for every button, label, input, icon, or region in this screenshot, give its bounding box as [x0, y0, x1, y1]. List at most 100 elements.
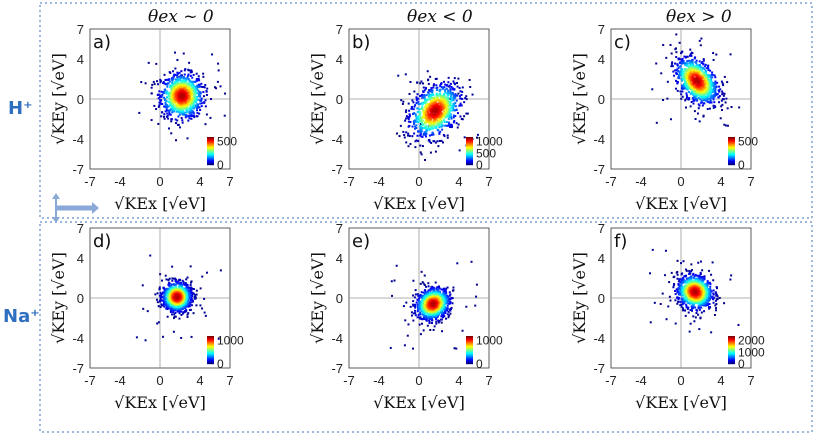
y-tick-label: 0 — [77, 92, 84, 107]
x-tick-label: 0 — [156, 174, 163, 189]
data-point — [159, 294, 162, 297]
colorbar-step — [207, 349, 214, 351]
data-point — [676, 63, 679, 66]
data-point — [183, 104, 186, 107]
data-point — [710, 273, 713, 276]
data-point — [449, 89, 452, 92]
data-point — [417, 117, 420, 120]
data-point — [206, 271, 209, 274]
data-point — [171, 279, 174, 282]
data-point — [429, 98, 432, 101]
data-point — [170, 104, 173, 107]
data-point — [160, 99, 163, 102]
data-point — [442, 80, 445, 83]
data-point — [172, 93, 175, 96]
data-point — [420, 270, 423, 273]
data-point — [204, 314, 207, 317]
data-point — [440, 310, 443, 313]
colorbar-step — [207, 137, 214, 139]
data-point — [395, 132, 398, 135]
data-point — [715, 307, 718, 310]
data-point — [195, 293, 198, 296]
data-point — [668, 281, 671, 284]
data-point — [161, 292, 164, 295]
colorbar-step — [728, 150, 735, 152]
data-point — [444, 91, 447, 94]
data-point — [419, 282, 422, 285]
data-point — [699, 95, 702, 98]
data-point — [705, 67, 708, 70]
data-point — [178, 104, 181, 107]
data-point — [445, 287, 448, 290]
data-point — [447, 124, 450, 127]
data-point — [707, 91, 710, 94]
data-point — [445, 124, 448, 127]
data-point — [161, 296, 164, 299]
data-point — [180, 99, 183, 102]
data-point — [433, 126, 436, 129]
data-point — [156, 301, 159, 304]
data-point — [439, 118, 442, 121]
colorbar-step — [728, 151, 735, 153]
data-point — [723, 92, 726, 95]
data-point — [405, 115, 408, 118]
data-point — [408, 124, 411, 127]
data-point — [682, 309, 685, 312]
data-point — [197, 75, 200, 78]
data-point — [438, 312, 441, 315]
data-point — [437, 145, 440, 148]
data-point — [428, 104, 431, 107]
data-point — [200, 82, 203, 85]
data-point — [421, 135, 424, 138]
data-point — [701, 96, 704, 99]
data-point — [170, 88, 173, 91]
data-point — [424, 109, 427, 112]
colorbar-step — [466, 338, 473, 340]
data-point — [430, 94, 433, 97]
data-point — [669, 43, 672, 46]
data-point — [179, 279, 182, 282]
data-point — [201, 275, 204, 278]
data-point — [192, 107, 195, 110]
data-point — [434, 293, 437, 296]
data-point — [429, 289, 432, 292]
data-point — [713, 95, 716, 98]
data-point — [702, 114, 705, 117]
data-point — [710, 76, 713, 79]
data-point — [717, 89, 720, 92]
data-point — [209, 98, 212, 101]
data-point — [187, 83, 190, 86]
data-point — [456, 126, 459, 129]
data-point — [445, 100, 448, 103]
data-point — [679, 65, 682, 68]
data-point — [710, 73, 713, 76]
data-point — [448, 113, 451, 116]
colorbar-step — [207, 140, 214, 142]
data-point — [424, 302, 427, 305]
data-point — [172, 294, 175, 297]
data-point — [439, 308, 442, 311]
data-point — [199, 109, 202, 112]
data-point — [150, 92, 153, 95]
data-point — [686, 96, 689, 99]
colorbar-step — [207, 346, 214, 348]
data-point — [190, 296, 193, 299]
data-point — [429, 287, 432, 290]
data-point — [676, 64, 679, 67]
colorbar-step — [728, 158, 735, 160]
data-point — [440, 86, 443, 89]
data-point — [713, 83, 716, 86]
data-point — [666, 97, 669, 100]
data-point — [187, 88, 190, 91]
y-tick-label: 4 — [77, 52, 84, 67]
data-point — [436, 123, 439, 126]
data-point — [427, 126, 430, 129]
colorbar-step — [207, 360, 214, 362]
colorbar-step — [466, 337, 473, 339]
data-point — [715, 53, 718, 56]
data-point — [712, 52, 715, 55]
data-point — [720, 99, 723, 102]
data-point — [165, 304, 168, 307]
data-point — [428, 138, 431, 141]
